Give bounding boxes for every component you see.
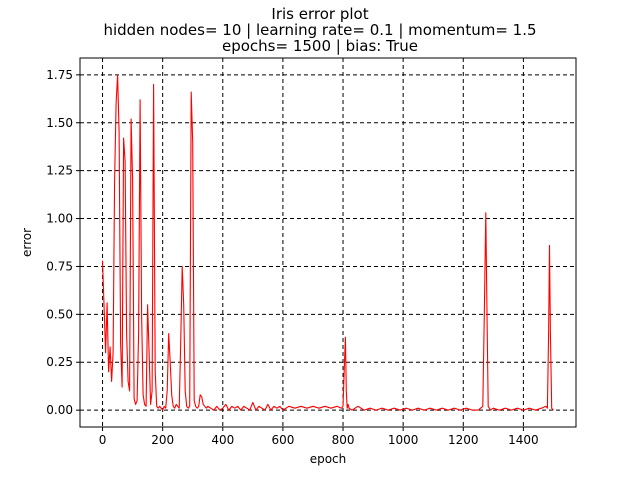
- x-tick-label: 0: [99, 433, 107, 447]
- chart-subtitle-line-2: epochs= 1500 | bias: True: [222, 37, 418, 55]
- chart-title: Iris error plot: [271, 5, 369, 23]
- y-tick-label: 0.25: [46, 355, 73, 369]
- x-tick-label: 600: [271, 433, 294, 447]
- x-axis-label: epoch: [310, 452, 347, 466]
- x-tick-label: 800: [332, 433, 355, 447]
- data-layer: [101, 74, 554, 411]
- x-tick-label: 1200: [448, 433, 479, 447]
- y-tick-label: 0.75: [46, 259, 73, 273]
- chart-subtitle-line-1: hidden nodes= 10 | learning rate= 0.1 | …: [103, 21, 537, 39]
- error-series-line: [101, 74, 554, 411]
- x-tick-label: 1400: [508, 433, 539, 447]
- x-tick-label: 400: [211, 433, 234, 447]
- y-tick-label: 1.00: [46, 212, 73, 226]
- ticks: 0 200 400 600 800 1000 1200 1400 0.00 0.25 0.50 0.7…: [46, 68, 538, 447]
- x-tick-label: 200: [151, 433, 174, 447]
- y-tick-label: 1.25: [46, 164, 73, 178]
- y-tick-label: 0.00: [46, 403, 73, 417]
- plot-frame: [79, 57, 577, 428]
- y-tick-label: 0.50: [46, 307, 73, 321]
- y-tick-label: 1.50: [46, 116, 73, 130]
- x-tick-label: 1000: [388, 433, 419, 447]
- y-axis-label: error: [20, 228, 34, 257]
- grid: [80, 58, 576, 427]
- y-tick-label: 1.75: [46, 68, 73, 82]
- chart-title-block: Iris error plot hidden nodes= 10 | learn…: [0, 6, 640, 54]
